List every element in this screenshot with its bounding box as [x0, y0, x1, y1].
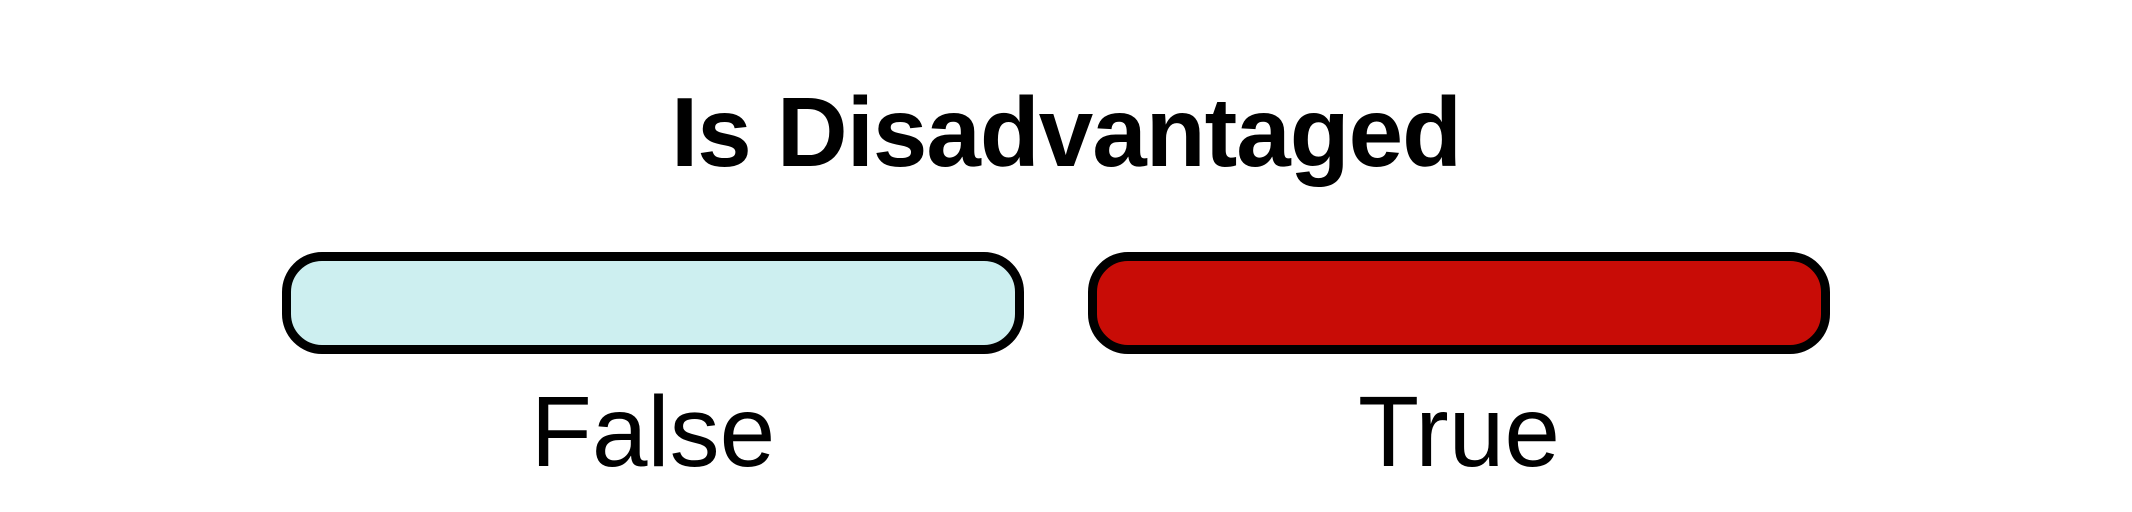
legend-swatch-false	[282, 252, 1024, 354]
legend-swatch-true	[1088, 252, 1830, 354]
legend-label-false: False	[530, 376, 776, 488]
legend-title: Is Disadvantaged	[670, 77, 1462, 187]
legend-label-true: True	[1358, 376, 1560, 488]
